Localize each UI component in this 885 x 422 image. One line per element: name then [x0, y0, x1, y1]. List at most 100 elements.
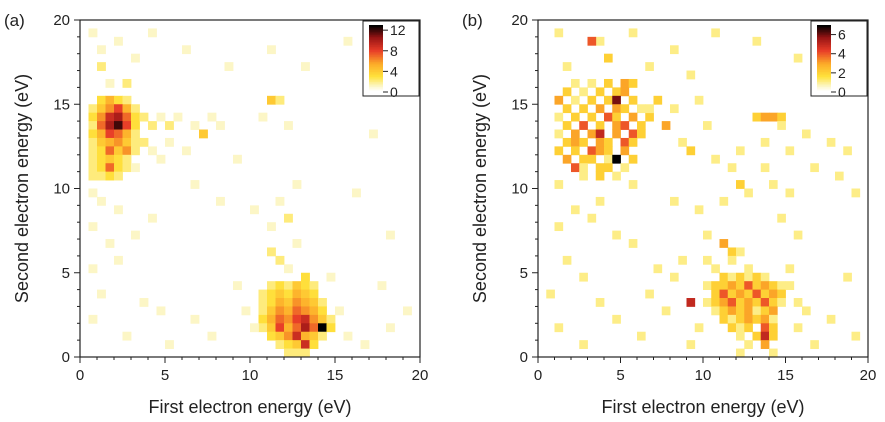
heatmap-cell [595, 163, 605, 173]
heatmap-cell [752, 112, 762, 122]
heatmap-cell [97, 163, 106, 173]
heatmap-cell [292, 340, 302, 349]
heatmap-cell [769, 323, 778, 333]
heatmap-cell [760, 281, 770, 291]
colorbar-swatch [369, 41, 383, 45]
colorbar-tick-label: 0 [838, 84, 846, 100]
heatmap-cell [267, 298, 276, 307]
heatmap-cell [97, 129, 106, 139]
heatmap-cell [88, 121, 98, 130]
colorbar-swatch [369, 78, 383, 81]
heatmap-cell [736, 314, 745, 324]
heatmap-cell [620, 104, 630, 114]
colorbar-swatch [817, 81, 831, 85]
colorbar-swatch [817, 53, 831, 56]
heatmap-cell [156, 306, 166, 316]
heatmap-cell [284, 314, 293, 324]
heatmap-cell [769, 331, 778, 341]
heatmap-cell [769, 289, 778, 299]
colorbar-swatch [369, 26, 383, 29]
heatmap-cell [620, 87, 630, 97]
colorbar-swatch [817, 65, 831, 68]
colorbar-swatch [817, 33, 831, 36]
heatmap-cell [97, 62, 106, 71]
heatmap-cell [182, 45, 191, 55]
heatmap-cell [802, 129, 811, 139]
heatmap-cell [637, 331, 646, 341]
x-tick-label: 20 [860, 367, 877, 384]
colorbar-swatch [817, 71, 831, 75]
heatmap-cell [105, 129, 115, 139]
colorbar-swatch [369, 25, 383, 28]
heatmap-cell [343, 331, 353, 341]
heatmap-cell [309, 323, 319, 333]
heatmap-cell [851, 331, 861, 341]
heatmap-cell [604, 78, 613, 88]
colorbar-swatch [369, 53, 383, 56]
heatmap-cell [292, 306, 302, 316]
heatmap-cell [275, 340, 285, 349]
heatmap-cell [752, 36, 762, 46]
heatmap-cell [637, 129, 646, 139]
x-tick-label: 15 [777, 367, 794, 384]
heatmap-cell [711, 306, 720, 316]
heatmap-cell [777, 281, 786, 291]
heatmap-cell [554, 95, 564, 105]
heatmap-cell [139, 137, 149, 147]
heatmap-cell [258, 314, 268, 324]
heatmap-cell [292, 180, 302, 189]
x-tick-label: 10 [695, 367, 712, 384]
heatmap-cell [719, 272, 729, 282]
heatmap-cell [182, 146, 191, 156]
heatmap-cell [571, 129, 580, 139]
y-tick-label: 10 [53, 181, 70, 198]
heatmap-cell [97, 154, 106, 164]
heatmap-cell [637, 104, 646, 114]
heatmap-cell [711, 28, 720, 38]
x-axis-label: First electron energy (eV) [148, 397, 351, 417]
heatmap-cell [760, 137, 770, 147]
heatmap-cell [612, 112, 621, 122]
heatmap-cell [826, 314, 836, 324]
heatmap-cell [736, 298, 745, 307]
heatmap-cell [727, 272, 737, 282]
colorbar: 0 4 8 12 [362, 20, 420, 100]
heatmap-cell [628, 137, 638, 147]
heatmap-cell [335, 306, 344, 316]
heatmap-cell [719, 306, 729, 316]
heatmap-cell [301, 289, 310, 299]
heatmap-cell [122, 146, 132, 156]
heatmap-cell [292, 348, 302, 358]
heatmap-cell [267, 289, 276, 299]
heatmap-cell [114, 163, 123, 173]
heatmap-cell [554, 28, 564, 38]
heatmap-cell [326, 272, 336, 282]
heatmap-cell [703, 298, 712, 307]
heatmap-cell [736, 146, 745, 156]
heatmap-cell [122, 121, 132, 130]
colorbar-swatch [817, 48, 831, 51]
heatmap-cells [546, 28, 861, 358]
heatmap-cell [267, 306, 276, 316]
heatmap-cell [793, 298, 803, 307]
heatmap-cell [156, 154, 166, 164]
colorbar-swatch [817, 25, 831, 28]
heatmap-cell [284, 340, 293, 349]
heatmap-cell [131, 163, 140, 173]
colorbar-tick-label: 2 [838, 65, 846, 81]
heatmap-cell [284, 289, 293, 299]
heatmap-cell [301, 331, 310, 341]
heatmap-cell [97, 146, 106, 156]
heatmap-cell [604, 95, 613, 105]
heatmap-cell [579, 87, 588, 97]
colorbar-swatch [817, 55, 831, 58]
heatmap-cell [88, 137, 98, 147]
heatmap-cell [301, 272, 310, 282]
heatmap-cell [114, 154, 123, 164]
heatmap-cell [301, 298, 310, 307]
colorbar-swatch [817, 63, 831, 66]
heatmap-cell [571, 146, 580, 156]
colorbar-swatch [369, 56, 383, 60]
colorbar-swatch [369, 70, 383, 73]
